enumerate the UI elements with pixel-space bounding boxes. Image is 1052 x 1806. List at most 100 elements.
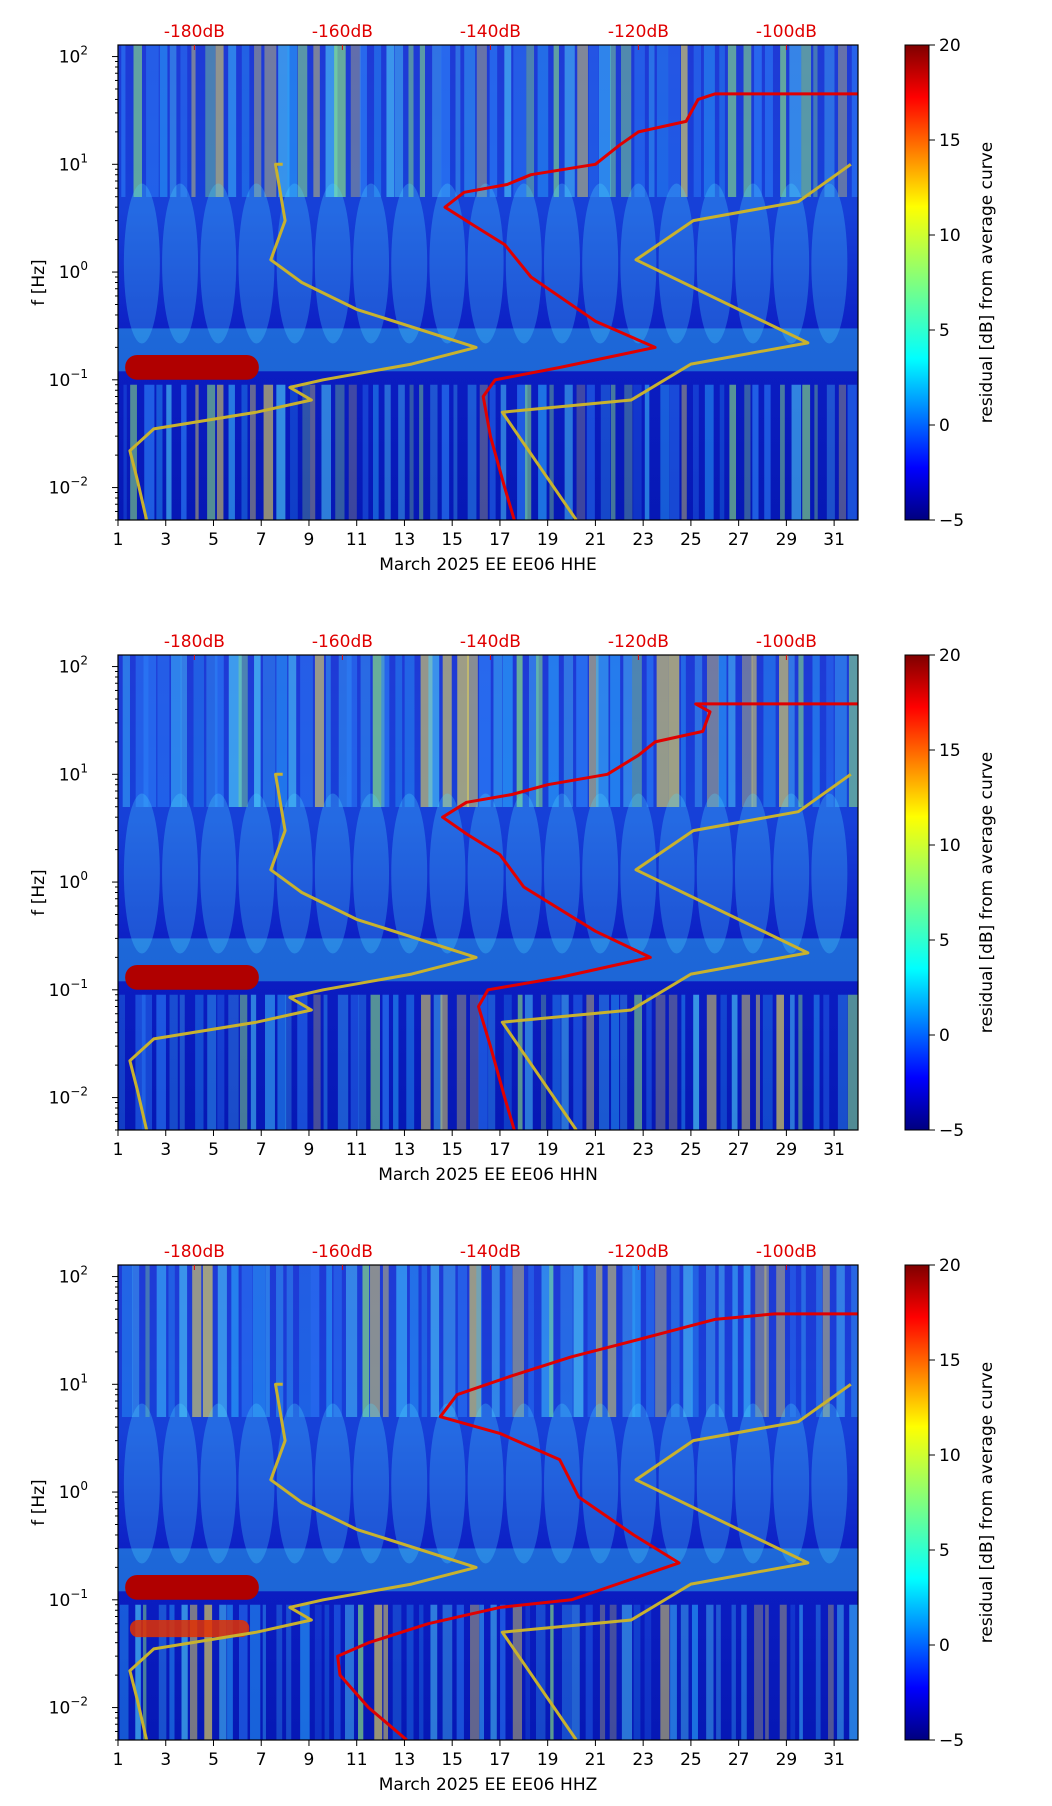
stripe-low-freq <box>719 384 725 520</box>
spectrogram-plot-area <box>118 1265 858 1740</box>
colorbar-tick-label: 20 <box>939 36 961 56</box>
stripe-high-freq <box>693 45 701 197</box>
stripe-high-freq <box>505 1265 513 1417</box>
stripe-high-freq <box>588 655 599 807</box>
stripe-low-freq <box>262 1604 266 1740</box>
stripe-low-freq <box>310 384 316 520</box>
stripe-high-freq <box>632 655 642 807</box>
stripe-low-freq <box>130 384 137 520</box>
stripe-low-freq <box>561 1604 572 1740</box>
stripe-low-freq <box>791 384 802 520</box>
stripe-high-freq <box>443 1265 456 1417</box>
stripe-high-freq <box>428 655 440 807</box>
stripe-low-freq <box>752 384 759 520</box>
stripe-low-freq <box>692 384 699 520</box>
stripe-high-freq <box>816 1265 823 1417</box>
x-tick-label: 17 <box>489 1140 511 1160</box>
diffuse-lobe <box>162 1403 199 1564</box>
stripe-high-freq <box>824 45 835 197</box>
stripe-high-freq <box>526 45 535 197</box>
stripe-low-freq <box>503 994 512 1130</box>
stripe-low-freq <box>586 384 595 520</box>
db-scale-label: -120dB <box>608 632 669 652</box>
stripe-high-freq <box>706 1265 716 1417</box>
stripe-high-freq <box>577 45 588 197</box>
diffuse-lobe <box>162 793 199 954</box>
stripe-high-freq <box>265 1265 270 1417</box>
stripe-low-freq <box>573 994 583 1130</box>
x-tick-label: 21 <box>585 530 607 550</box>
stripe-low-freq <box>838 384 846 520</box>
stripe-high-freq <box>215 45 224 197</box>
stripe-low-freq <box>815 1604 821 1740</box>
stripe-high-freq <box>798 655 804 807</box>
x-tick-label: 5 <box>208 1750 219 1770</box>
stripe-high-freq <box>610 45 616 197</box>
x-tick-label: 13 <box>394 1140 416 1160</box>
colorbar <box>904 654 930 1131</box>
diffuse-lobe <box>162 183 199 344</box>
stripe-high-freq <box>382 1265 389 1417</box>
diffuse-lobe <box>658 793 695 954</box>
stripe-low-freq <box>239 994 248 1130</box>
y-tick-exponent: 2 <box>80 654 88 668</box>
stripe-low-freq <box>536 1604 546 1740</box>
stripe-low-freq <box>540 994 547 1130</box>
x-tick-label: 27 <box>728 530 750 550</box>
stripe-low-freq <box>762 994 773 1130</box>
x-tick-label: 29 <box>776 1140 798 1160</box>
stripe-low-freq <box>517 384 528 520</box>
stripe-high-freq <box>504 45 512 197</box>
colorbar-label: residual [dB] from average curve <box>977 752 997 1033</box>
stripe-low-freq <box>141 994 153 1130</box>
y-tick-label: 102 <box>59 1264 88 1288</box>
stripe-high-freq <box>476 45 487 197</box>
diffuse-lobe <box>238 1403 275 1564</box>
y-tick-base: 10 <box>49 1699 71 1719</box>
stripe-low-freq <box>802 384 811 520</box>
stripe-low-freq <box>571 1604 580 1740</box>
stripe-high-freq <box>191 45 196 197</box>
low-noise-model-line <box>128 162 478 520</box>
stripe-low-freq <box>693 994 700 1130</box>
stripe-low-freq <box>419 1604 424 1740</box>
stripe-low-freq <box>550 1604 554 1740</box>
x-tick-label: 25 <box>680 530 702 550</box>
colorbar-label: residual [dB] from average curve <box>977 142 997 423</box>
stripe-low-freq <box>179 994 185 1130</box>
x-tick-label: 15 <box>441 1750 463 1770</box>
diffuse-lobe <box>811 183 848 344</box>
stripe-high-freq <box>754 45 762 197</box>
y-tick-exponent: −2 <box>70 1085 88 1099</box>
diffuse-lobe <box>696 793 733 954</box>
x-axis-label: March 2025 EE EE06 HHN <box>378 1165 598 1185</box>
x-tick-label: 9 <box>304 1750 315 1770</box>
diffuse-lobe <box>773 793 810 954</box>
y-tick-exponent: −1 <box>70 1587 88 1601</box>
stripe-low-freq <box>847 384 857 520</box>
x-tick-label: 7 <box>256 1140 267 1160</box>
stripe-high-freq <box>346 655 358 807</box>
high-noise-model-line <box>500 163 852 520</box>
colorbar-tick-label: 5 <box>939 321 950 341</box>
x-tick-label: 13 <box>394 1750 416 1770</box>
stripe-low-freq <box>469 994 479 1130</box>
stripe-low-freq <box>156 384 163 520</box>
stripe-high-freq <box>421 1265 428 1417</box>
y-tick-label: 100 <box>59 869 88 893</box>
y-tick-exponent: −1 <box>70 367 88 381</box>
x-tick-label: 7 <box>256 1750 267 1770</box>
stripe-low-freq <box>646 994 652 1130</box>
stripe-high-freq <box>168 1265 175 1417</box>
stripe-low-freq <box>741 1604 747 1740</box>
stripe-high-freq <box>121 1265 133 1417</box>
median-psd-curve <box>441 702 858 1130</box>
y-tick-base: 10 <box>59 1375 81 1395</box>
stripe-high-freq <box>587 1265 597 1417</box>
stripe-low-freq <box>467 384 477 520</box>
stripe-low-freq <box>337 994 349 1130</box>
stripe-high-freq <box>360 655 371 807</box>
stripe-high-freq <box>409 1265 419 1417</box>
microseism-hotspot <box>125 964 259 990</box>
daily-stripes <box>119 1265 858 1740</box>
